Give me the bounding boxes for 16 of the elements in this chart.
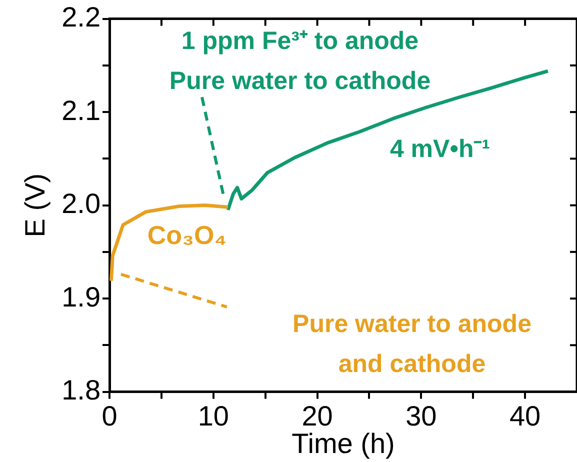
y-tick-label: 2.1 — [62, 94, 101, 126]
y-axis-title: E (V) — [20, 173, 51, 238]
x-tick-label: 10 — [198, 400, 229, 432]
y-tick-label: 2.0 — [62, 188, 101, 220]
annotation: Pure water to anode — [292, 310, 532, 338]
annotation: 4 mV•h⁻¹ — [390, 134, 490, 163]
y-tick-label: 1.9 — [62, 281, 101, 312]
annotation: and cathode — [338, 350, 486, 378]
annotation: 1 ppm Fe³⁺ to anode — [181, 26, 419, 55]
y-tick-label: 2.2 — [62, 2, 101, 33]
y-tick-label: 1.8 — [62, 374, 101, 406]
x-tick-label: 0 — [102, 400, 118, 432]
series-label: Co₃O₄ — [147, 220, 227, 250]
annotation: Pure water to cathode — [169, 66, 431, 95]
x-tick-label: 30 — [406, 400, 437, 432]
x-tick-label: 40 — [509, 400, 541, 432]
